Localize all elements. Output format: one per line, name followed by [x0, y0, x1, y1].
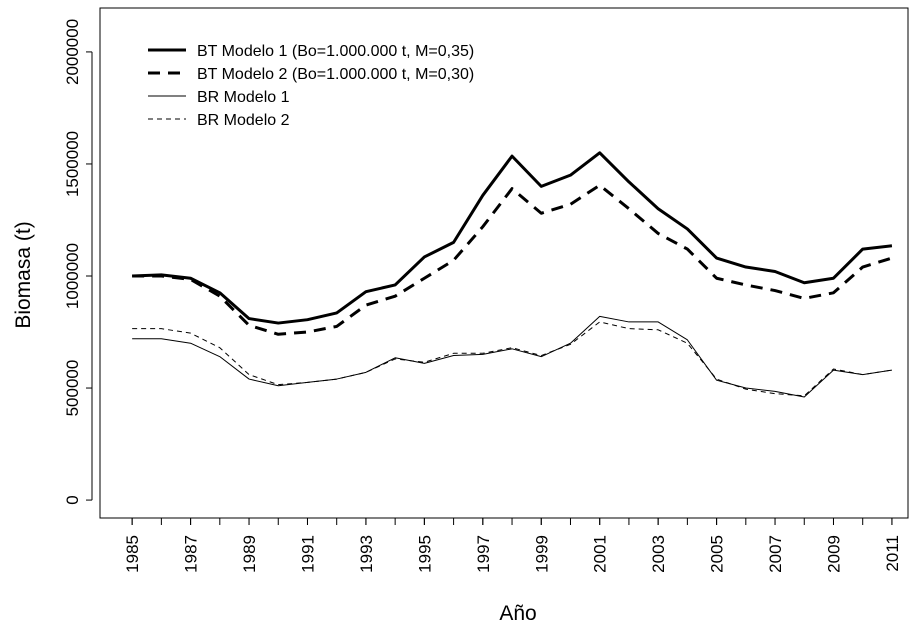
- x-tick-label: 1997: [474, 535, 493, 573]
- data-line: [132, 151, 893, 325]
- data-line: [132, 183, 893, 336]
- x-tick-label: 1995: [415, 535, 434, 573]
- x-tick-label: 1987: [182, 535, 201, 573]
- x-tick-label: 2001: [591, 535, 610, 573]
- y-tick-label: 2000000: [63, 19, 82, 85]
- x-tick-label: 1999: [532, 535, 551, 573]
- y-axis-title: Biomasa (t): [12, 221, 35, 328]
- x-tick-label: 2011: [883, 535, 902, 572]
- x-tick-label: 1985: [123, 535, 142, 573]
- y-tick-label: 0: [63, 495, 82, 504]
- legend-label: BT Modelo 2 (Bo=1.000.000 t, M=0,30): [197, 66, 474, 83]
- x-tick-label: 2007: [766, 535, 785, 573]
- y-tick-label: 1500000: [63, 131, 82, 197]
- x-tick-label: 1993: [357, 535, 376, 573]
- data-line: [132, 315, 893, 398]
- data-line: [132, 321, 893, 397]
- x-tick-label: 1989: [240, 535, 259, 573]
- x-tick-label: 2009: [824, 535, 843, 573]
- x-tick-label: 1991: [298, 535, 317, 573]
- legend-label: BR Modelo 1: [197, 89, 290, 106]
- legend-label: BR Modelo 2: [197, 112, 290, 129]
- y-tick-label: 500000: [63, 360, 82, 417]
- x-tick-label: 2003: [649, 535, 668, 573]
- legend-label: BT Modelo 1 (Bo=1.000.000 t, M=0,35): [197, 43, 474, 60]
- x-axis-title: Año: [499, 602, 536, 625]
- x-tick-label: 2005: [708, 535, 727, 573]
- plot-frame: [99, 7, 909, 519]
- y-tick-label: 1000000: [63, 243, 82, 309]
